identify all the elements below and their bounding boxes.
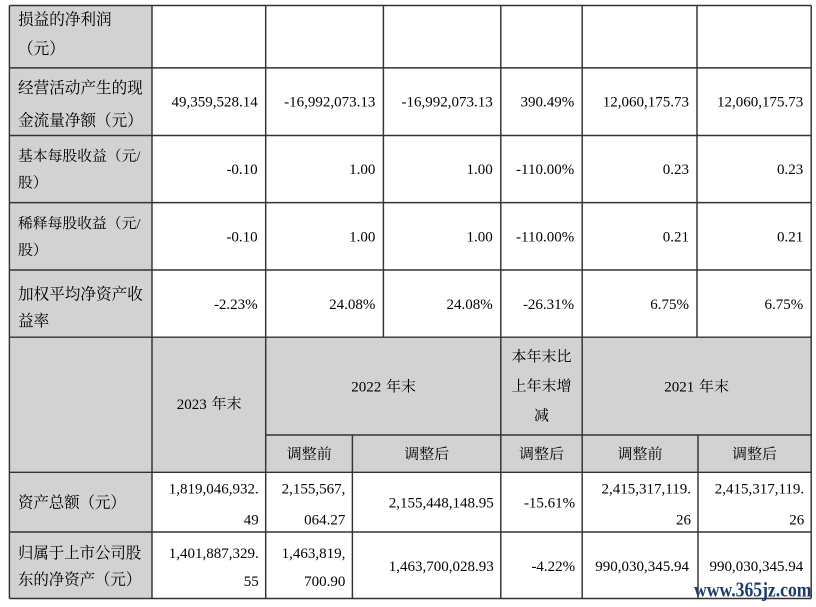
svg-text:064.27: 064.27	[304, 513, 346, 529]
svg-text:-16,992,073.13: -16,992,073.13	[284, 95, 375, 111]
svg-text:26: 26	[789, 513, 805, 529]
svg-text:-16,992,073.13: -16,992,073.13	[402, 95, 493, 111]
svg-text:1,401,887,329.: 1,401,887,329.	[169, 546, 259, 562]
svg-text:990,030,345.94: 990,030,345.94	[595, 559, 689, 575]
svg-text:1.00: 1.00	[467, 229, 493, 245]
svg-text:990,030,345.94: 990,030,345.94	[709, 559, 803, 575]
svg-text:1,463,819,: 1,463,819,	[282, 546, 346, 562]
svg-text:2,155,567,: 2,155,567,	[282, 482, 346, 498]
svg-text:2,415,317,119.: 2,415,317,119.	[715, 482, 804, 498]
svg-text:0.21: 0.21	[777, 229, 803, 245]
svg-text:/: /	[136, 149, 141, 165]
svg-text:1.00: 1.00	[349, 229, 375, 245]
svg-text:2022: 2022	[351, 380, 381, 396]
svg-text:390.49%: 390.49%	[520, 95, 574, 111]
svg-text:1.00: 1.00	[467, 162, 493, 178]
svg-text:6.75%: 6.75%	[764, 297, 803, 313]
svg-text:49: 49	[244, 513, 259, 529]
svg-text:-26.31%: -26.31%	[523, 297, 574, 313]
svg-text:-0.10: -0.10	[226, 162, 257, 178]
svg-text:12,060,175.73: 12,060,175.73	[603, 95, 689, 111]
svg-text:-15.61%: -15.61%	[524, 496, 575, 512]
svg-text:2,415,317,119.: 2,415,317,119.	[602, 482, 691, 498]
svg-text:55: 55	[244, 574, 259, 590]
svg-text:-110.00%: -110.00%	[516, 229, 574, 245]
svg-text:-4.22%: -4.22%	[531, 559, 575, 575]
svg-text:www.365jz.com: www.365jz.com	[694, 578, 812, 602]
svg-text:0.23: 0.23	[663, 162, 689, 178]
svg-text:1,819,046,932.: 1,819,046,932.	[169, 482, 259, 498]
svg-text:6.75%: 6.75%	[650, 297, 689, 313]
svg-text:-110.00%: -110.00%	[516, 162, 574, 178]
svg-text:-0.10: -0.10	[226, 229, 257, 245]
svg-text:-2.23%: -2.23%	[214, 297, 258, 313]
svg-text:/: /	[136, 216, 141, 232]
svg-text:1.00: 1.00	[349, 162, 375, 178]
svg-text:0.21: 0.21	[663, 229, 689, 245]
svg-text:24.08%: 24.08%	[329, 297, 375, 313]
svg-text:1,463,700,028.93: 1,463,700,028.93	[389, 559, 494, 575]
svg-text:12,060,175.73: 12,060,175.73	[717, 95, 803, 111]
svg-text:0.23: 0.23	[777, 162, 803, 178]
svg-text:26: 26	[676, 513, 692, 529]
svg-text:700.90: 700.90	[304, 574, 345, 590]
svg-text:2023: 2023	[177, 397, 207, 413]
svg-text:24.08%: 24.08%	[447, 297, 493, 313]
svg-text:2021: 2021	[664, 380, 694, 396]
svg-text:49,359,528.14: 49,359,528.14	[171, 95, 258, 111]
svg-text:2,155,448,148.95: 2,155,448,148.95	[389, 496, 494, 512]
